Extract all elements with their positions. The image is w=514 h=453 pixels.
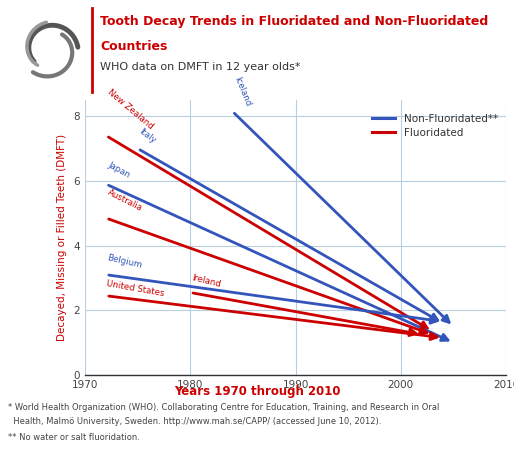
Text: Iceland: Iceland [232, 76, 252, 108]
Text: Japan: Japan [106, 160, 132, 179]
Text: Years 1970 through 2010: Years 1970 through 2010 [174, 385, 340, 398]
Text: ** No water or salt fluoridation.: ** No water or salt fluoridation. [8, 433, 140, 442]
Text: Australia: Australia [106, 188, 144, 213]
Text: Health, Malmö University, Sweden. http://www.mah.se/CAPP/ (accessed June 10, 201: Health, Malmö University, Sweden. http:/… [8, 417, 381, 426]
Text: Belgium: Belgium [106, 253, 143, 270]
Text: United States: United States [106, 279, 166, 298]
Text: New Zealand: New Zealand [106, 87, 155, 131]
Text: WHO data on DMFT in 12 year olds*: WHO data on DMFT in 12 year olds* [100, 62, 301, 72]
Text: Italy: Italy [138, 127, 158, 145]
Legend: Non-Fluoridated**, Fluoridated: Non-Fluoridated**, Fluoridated [369, 111, 501, 141]
Text: * World Health Organization (WHO). Collaborating Centre for Education, Training,: * World Health Organization (WHO). Colla… [8, 403, 439, 412]
Text: Countries: Countries [100, 40, 168, 53]
Y-axis label: Decayed, Missing or Filled Teeth (DMFT): Decayed, Missing or Filled Teeth (DMFT) [57, 134, 67, 341]
Text: Tooth Decay Trends in Fluoridated and Non-Fluoridated: Tooth Decay Trends in Fluoridated and No… [100, 15, 488, 28]
Text: Ireland: Ireland [190, 273, 222, 289]
